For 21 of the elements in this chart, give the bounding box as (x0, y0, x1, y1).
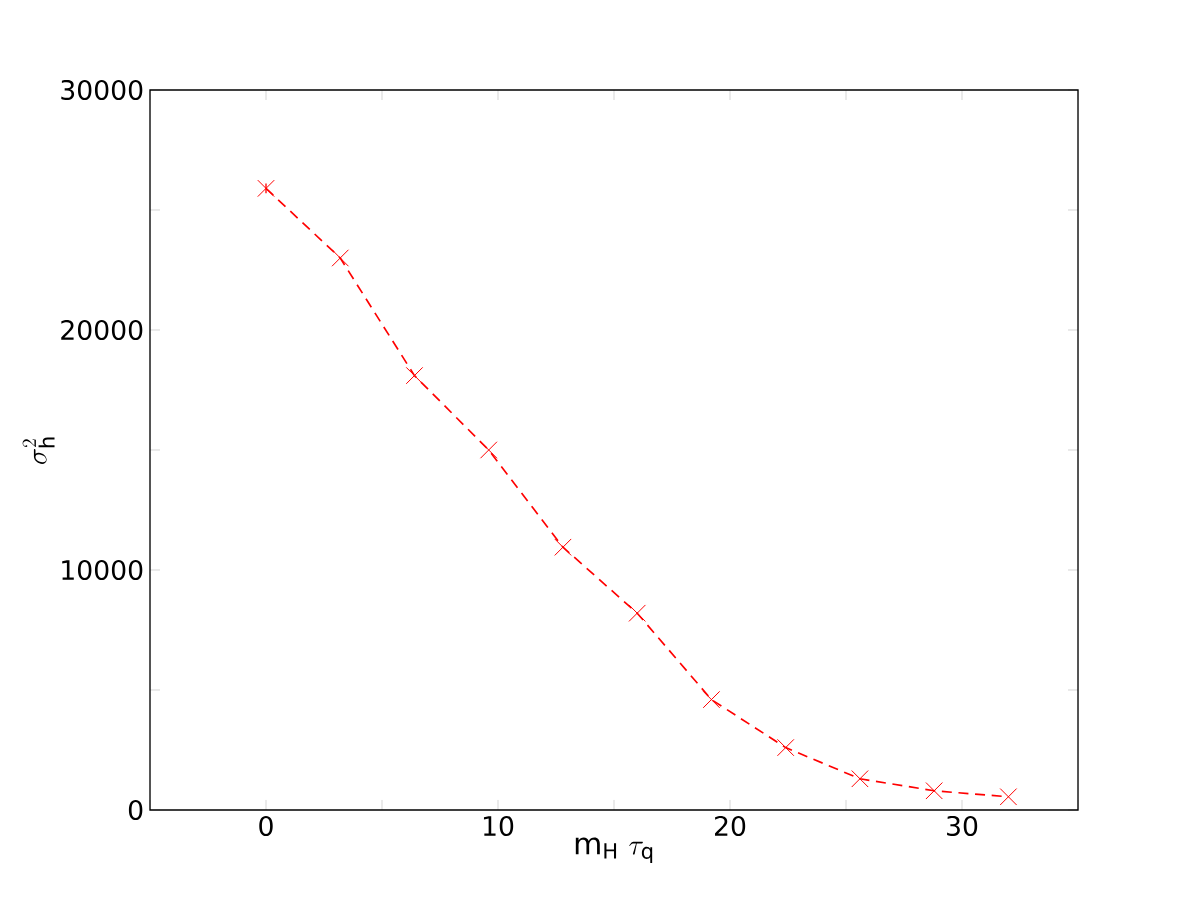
point (628, 604, 646, 622)
x-tick-label: 10 (483, 815, 514, 837)
y-tick-label: 0 (128, 799, 143, 821)
point (851, 770, 869, 788)
y-tick-label: 10000 (62, 559, 143, 581)
y-tick-label: 30000 (61, 79, 143, 101)
point (479, 441, 498, 459)
x-tick-label: 20 (715, 815, 746, 837)
point (405, 366, 424, 385)
point (999, 788, 1018, 806)
y-tick-label: 20000 (61, 319, 143, 341)
point (925, 782, 943, 800)
x-tick-label: 0 (259, 815, 273, 837)
point (776, 738, 795, 757)
x-tick-label: 30 (947, 815, 978, 837)
point (702, 690, 721, 709)
point (554, 538, 572, 556)
y-axis-title: $\sigma_\mathrm{h}^2$ (22, 437, 55, 464)
x-axis-title: $\mathrm{m_H}\ \tau_\mathrm{q}$ (575, 837, 653, 863)
point (331, 249, 349, 267)
point (257, 179, 275, 198)
